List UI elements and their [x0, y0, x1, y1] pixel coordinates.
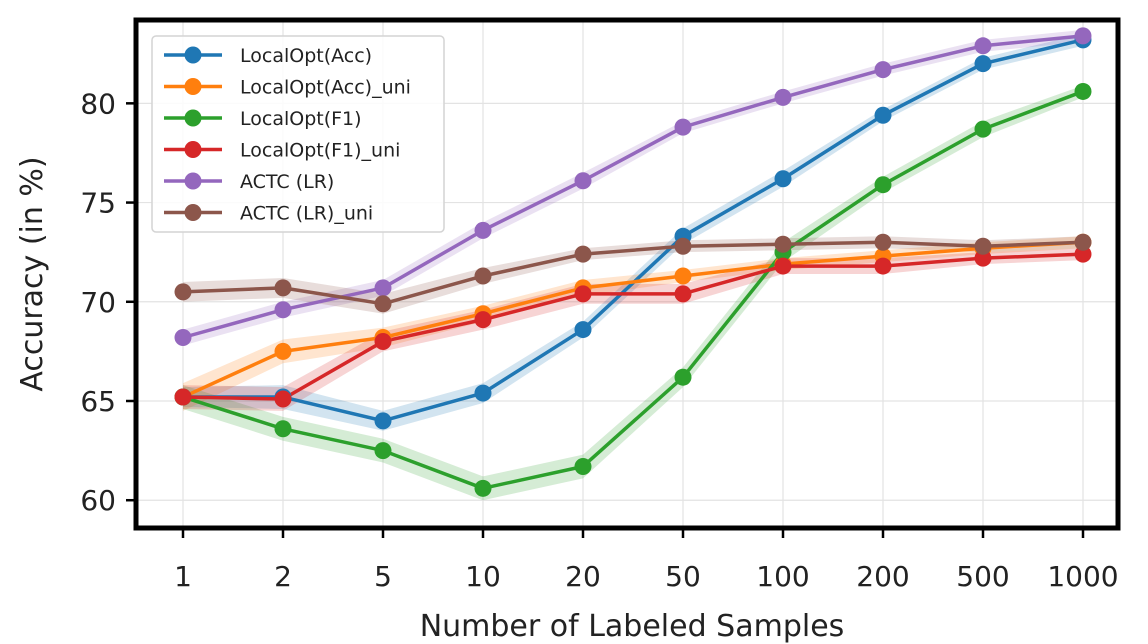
- data-point-actc-lr-uni: [974, 237, 992, 255]
- data-point-actc-lr-uni: [174, 283, 192, 301]
- data-point-localopt-f1: [674, 368, 692, 386]
- data-point-actc-lr-uni: [674, 237, 692, 255]
- x-axis-title: Number of Labeled Samples: [420, 609, 845, 644]
- legend-label: LocalOpt(Acc): [240, 45, 372, 67]
- data-point-localopt-f1-uni: [974, 249, 992, 267]
- data-point-localopt-f1-uni: [174, 388, 192, 406]
- data-point-actc-lr: [274, 301, 292, 319]
- band-actc-lr-uni: [183, 236, 1083, 314]
- y-tick-label: 80: [80, 87, 116, 120]
- legend-label: ACTC (LR)_uni: [240, 203, 373, 225]
- x-tick-label: 10: [465, 560, 501, 593]
- legend-item-actc-lr-uni: ACTC (LR)_uni: [164, 203, 373, 225]
- data-point-localopt-acc-uni: [274, 342, 292, 360]
- data-point-localopt-f1-uni: [274, 390, 292, 408]
- legend-marker: [184, 78, 202, 95]
- x-tick-label: 1000: [1047, 560, 1118, 593]
- legend: LocalOpt(Acc) LocalOpt(Acc)_uni LocalOpt(F…: [151, 35, 445, 233]
- y-tick-label: 60: [80, 484, 116, 517]
- x-tick-label: 100: [756, 560, 809, 593]
- series-lines: [182, 34, 1084, 491]
- legend-label: LocalOpt(Acc)_uni: [240, 77, 411, 99]
- band-actc-lr: [183, 29, 1083, 346]
- y-tick-label: 70: [80, 286, 116, 319]
- y-tick-label: 65: [80, 385, 116, 418]
- legend-label: ACTC (LR): [240, 171, 334, 193]
- data-point-actc-lr: [674, 118, 692, 136]
- data-point-localopt-f1-uni: [574, 285, 592, 303]
- series-line-localopt-f1: [182, 89, 1084, 491]
- data-point-localopt-f1-uni: [1074, 245, 1092, 263]
- data-point-localopt-f1-uni: [374, 332, 392, 350]
- data-point-localopt-acc: [374, 412, 392, 430]
- data-point-localopt-acc: [474, 384, 492, 402]
- series-line-localopt-f1-uni: [182, 252, 1084, 401]
- data-point-localopt-f1: [874, 176, 892, 194]
- data-point-actc-lr-uni: [374, 295, 392, 313]
- x-tick-label: 500: [956, 560, 1009, 593]
- legend-marker: [184, 46, 202, 64]
- data-point-actc-lr-uni: [474, 267, 492, 285]
- data-point-actc-lr: [974, 37, 992, 55]
- legend-item-localopt-f1-uni: LocalOpt(F1)_uni: [164, 140, 400, 162]
- band-localopt-f1-uni: [183, 248, 1083, 411]
- series-line-localopt-acc-uni: [182, 240, 1084, 399]
- data-point-actc-lr-uni: [874, 233, 892, 251]
- legend-label: LocalOpt(F1): [240, 108, 362, 130]
- legend-marker: [184, 204, 202, 221]
- data-point-localopt-f1-uni: [674, 285, 692, 303]
- data-point-actc-lr-uni: [774, 235, 792, 253]
- data-point-localopt-f1: [574, 457, 592, 475]
- legend-item-localopt-acc: LocalOpt(Acc): [164, 45, 372, 67]
- data-point-actc-lr: [774, 88, 792, 106]
- data-point-actc-lr: [374, 279, 392, 297]
- legend-label: LocalOpt(F1)_uni: [240, 140, 400, 162]
- data-point-localopt-f1: [1074, 82, 1092, 100]
- data-point-localopt-f1: [274, 420, 292, 438]
- x-tick-label: 2: [274, 560, 292, 593]
- data-point-actc-lr: [474, 221, 492, 239]
- legend-box: [151, 35, 445, 233]
- data-point-localopt-f1: [374, 442, 392, 460]
- x-tick-label: 20: [565, 560, 601, 593]
- series-line-actc-lr-uni: [182, 240, 1084, 306]
- data-point-localopt-acc: [874, 106, 892, 124]
- data-point-localopt-acc-uni: [674, 267, 692, 285]
- data-point-actc-lr: [574, 172, 592, 190]
- data-point-actc-lr-uni: [574, 245, 592, 263]
- data-point-localopt-f1: [474, 479, 492, 497]
- data-point-actc-lr: [874, 61, 892, 79]
- data-point-localopt-acc: [774, 170, 792, 188]
- data-point-actc-lr: [174, 329, 192, 346]
- axis-ticks: 1 2 5 10 20 50 100 200 500 1000 60 65 70 75 80: [80, 87, 1118, 593]
- data-point-actc-lr-uni: [274, 279, 292, 297]
- series-line-actc-lr: [182, 34, 1084, 340]
- data-point-actc-lr-uni: [1074, 233, 1092, 251]
- data-point-localopt-f1: [974, 120, 992, 138]
- y-axis-title: Accuracy (in %): [15, 156, 50, 391]
- data-point-localopt-acc: [974, 55, 992, 73]
- x-tick-label: 50: [665, 560, 701, 593]
- x-tick-label: 5: [374, 560, 392, 593]
- data-point-localopt-f1-uni: [874, 257, 892, 275]
- y-tick-label: 75: [80, 187, 116, 220]
- plot-frame: [133, 17, 1121, 531]
- legend-marker: [184, 141, 202, 158]
- data-point-localopt-f1-uni: [774, 257, 792, 275]
- legend-item-localopt-f1: LocalOpt(F1): [164, 108, 362, 130]
- x-tick-label: 1: [174, 560, 192, 593]
- x-tick-label: 200: [856, 560, 909, 593]
- data-point-localopt-f1-uni: [474, 311, 492, 329]
- legend-marker: [184, 109, 202, 127]
- legend-item-actc-lr: ACTC (LR): [164, 171, 334, 193]
- legend-item-localopt-acc-uni: LocalOpt(Acc)_uni: [164, 77, 411, 99]
- legend-marker: [184, 172, 202, 190]
- data-points: [174, 27, 1092, 497]
- data-point-actc-lr: [1074, 27, 1092, 45]
- data-point-localopt-acc: [574, 321, 592, 339]
